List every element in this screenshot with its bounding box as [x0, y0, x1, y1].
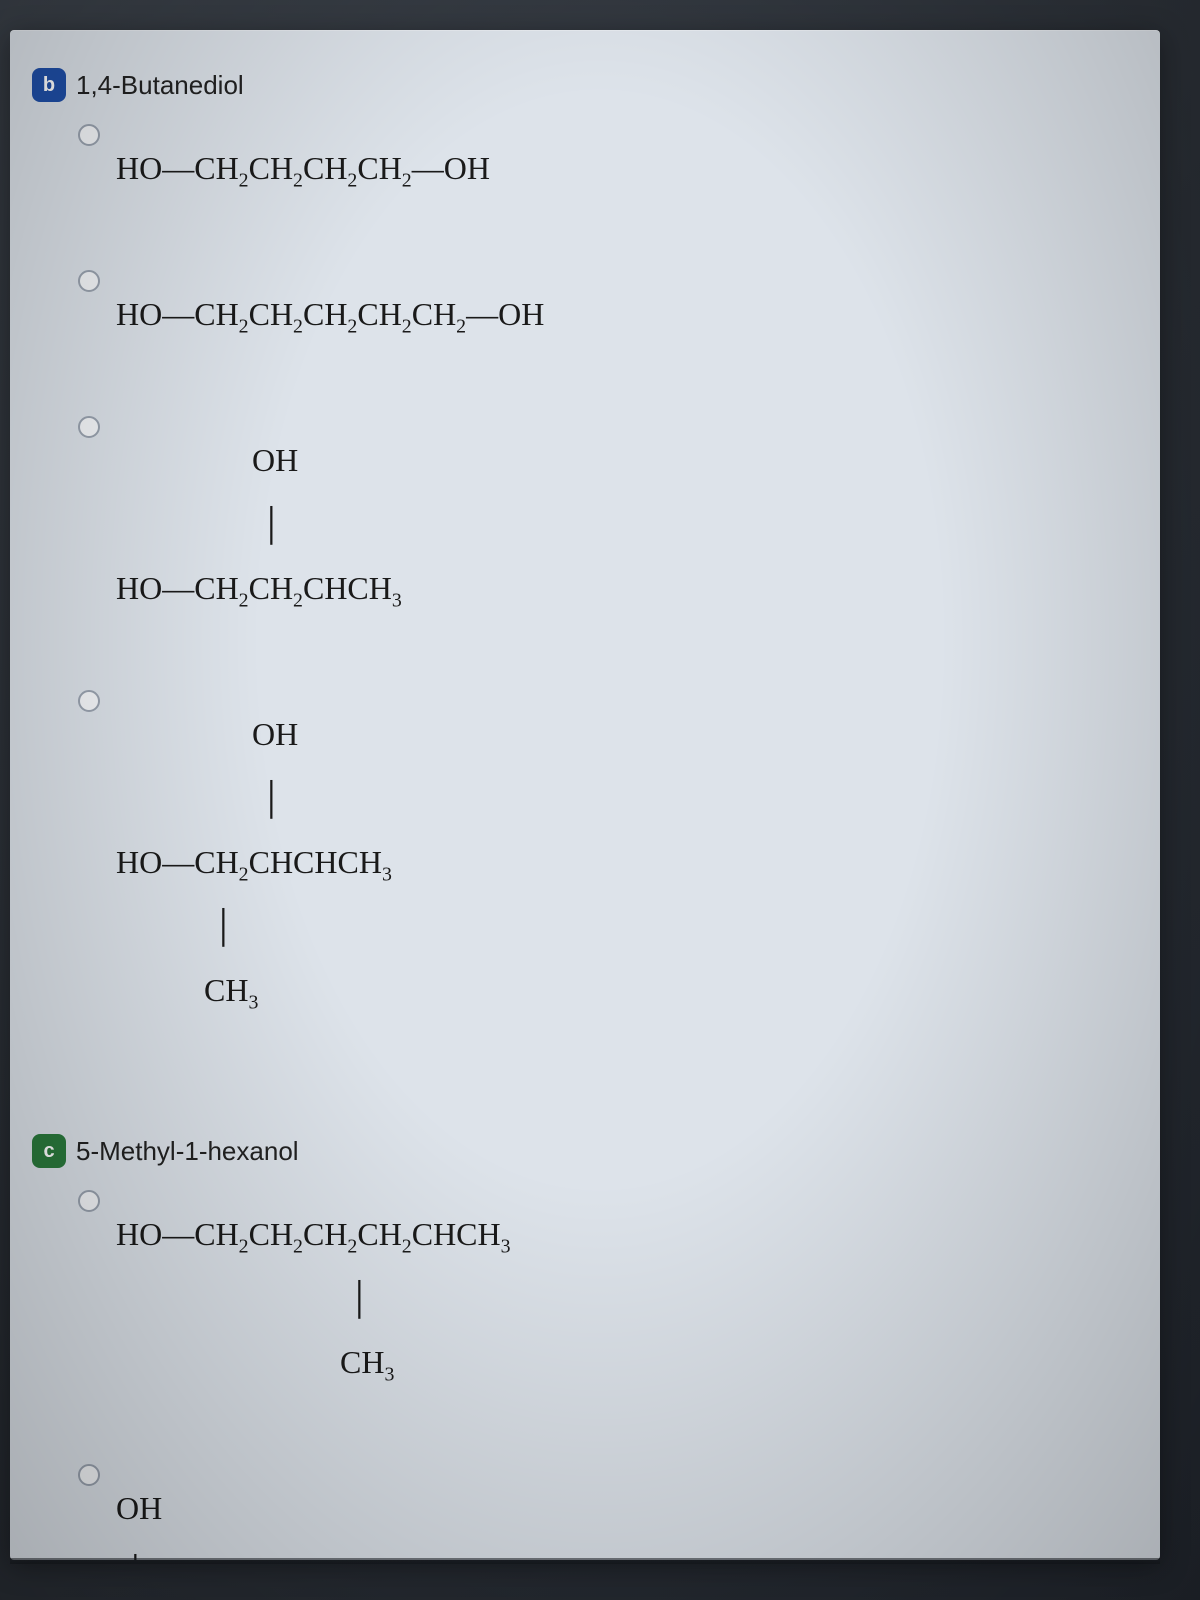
question-c-title: 5-Methyl-1-hexanol [76, 1136, 299, 1167]
radio-icon[interactable] [78, 416, 100, 438]
radio-icon[interactable] [78, 124, 100, 146]
quiz-content: b 1,4-Butanediol HO—CH2CH2CH2CH2—OH HO—C… [10, 30, 1160, 1560]
screen-cutoff [10, 1558, 1160, 1564]
question-c-header: c 5-Methyl-1-hexanol [28, 1134, 1140, 1168]
chem-formula: HO—CH2CH2CH2CH2CH2—OH [116, 262, 544, 398]
radio-icon[interactable] [78, 1464, 100, 1486]
question-b-header: b 1,4-Butanediol [28, 68, 1140, 102]
chem-formula: OH │ HO—CH2CH2CHCH3 [116, 408, 402, 672]
chem-formula: OH │ HO—CH2CHCHCH3 │ CH3 [116, 682, 392, 1074]
chem-formula: HO—CH2CH2CH2CH2CHCH3 │ CH3 [116, 1182, 511, 1446]
choice-c-1[interactable]: HO—CH2CH2CH2CH2CHCH3 │ CH3 [78, 1182, 1140, 1446]
question-b-choices: HO—CH2CH2CH2CH2—OH HO—CH2CH2CH2CH2CH2—OH… [28, 116, 1140, 1074]
quiz-page: b 1,4-Butanediol HO—CH2CH2CH2CH2—OH HO—C… [10, 30, 1160, 1560]
choice-b-3[interactable]: OH │ HO—CH2CH2CHCH3 [78, 408, 1140, 672]
radio-icon[interactable] [78, 270, 100, 292]
question-c-choices: HO—CH2CH2CH2CH2CHCH3 │ CH3 OH │ CH2CH2CH… [28, 1182, 1140, 1560]
choice-b-4[interactable]: OH │ HO—CH2CHCHCH3 │ CH3 [78, 682, 1140, 1074]
question-c: c 5-Methyl-1-hexanol HO—CH2CH2CH2CH2CHCH… [28, 1124, 1140, 1560]
question-b: b 1,4-Butanediol HO—CH2CH2CH2CH2—OH HO—C… [28, 58, 1140, 1102]
choice-c-2[interactable]: OH │ CH2CH2CH2CH2CH2 │ CH3 [78, 1456, 1140, 1560]
question-b-badge: b [32, 68, 66, 102]
radio-icon[interactable] [78, 690, 100, 712]
radio-icon[interactable] [78, 1190, 100, 1212]
question-c-badge: c [32, 1134, 66, 1168]
choice-b-1[interactable]: HO—CH2CH2CH2CH2—OH [78, 116, 1140, 252]
chem-formula: HO—CH2CH2CH2CH2—OH [116, 116, 490, 252]
question-b-title: 1,4-Butanediol [76, 70, 244, 101]
chem-formula: OH │ CH2CH2CH2CH2CH2 │ CH3 [116, 1456, 388, 1560]
choice-b-2[interactable]: HO—CH2CH2CH2CH2CH2—OH [78, 262, 1140, 398]
